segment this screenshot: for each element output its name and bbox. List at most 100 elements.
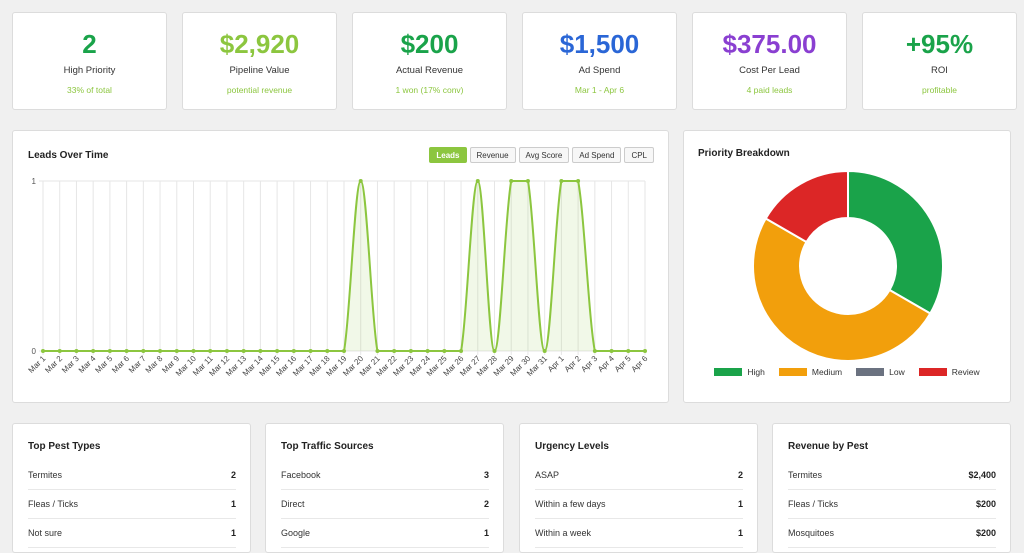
list-item-value: 2: [737, 470, 743, 480]
list-item-label: Direct: [281, 499, 305, 509]
x-tick-label: Mar 8: [144, 354, 165, 375]
list-item-value: 2: [230, 470, 236, 480]
leads-data-point: [275, 349, 280, 353]
leads-data-point: [191, 349, 196, 353]
priority-chart-title: Priority Breakdown: [698, 148, 790, 159]
list-item: Termites $2,400: [788, 461, 996, 490]
list-item: Direct 2: [281, 490, 489, 519]
list-item-label: Fleas / Ticks: [28, 499, 79, 509]
tab-revenue[interactable]: Revenue: [469, 147, 516, 163]
donut-slice-high: [847, 169, 944, 315]
list-item: Not sure 1: [28, 519, 236, 548]
kpi-label: Ad Spend: [578, 65, 621, 76]
metric-tabs: Leads Revenue Avg Score Ad Spend CPL: [429, 147, 654, 163]
legend-label: High: [747, 367, 765, 377]
kpi-value: +95%: [905, 29, 974, 59]
kpi-sub: profitable: [922, 85, 957, 95]
kpi-card-high-priority: 2 High Priority 33% of total: [12, 12, 167, 110]
kpi-card-pipeline-value: $2,920 Pipeline Value potential revenue: [182, 12, 337, 110]
leads-data-point: [509, 179, 514, 183]
x-tick-label: Mar 4: [77, 354, 98, 375]
y-tick-label: 1: [32, 177, 37, 186]
leads-data-point: [241, 349, 246, 353]
leads-over-time-card: 0 1 Mar 1 Mar 2 Mar 3 Mar 4 Mar 5 Mar 6 Mar 7 Mar…: [12, 130, 669, 403]
leads-data-point: [408, 349, 413, 353]
priority-breakdown-card: Priority Breakdown High Medium Low Revie…: [683, 130, 1011, 403]
kpi-sub: 4 paid leads: [746, 85, 793, 95]
list-item-value: 1: [230, 499, 236, 509]
x-tick-label: Mar 7: [127, 354, 148, 375]
kpi-value: 2: [82, 29, 97, 59]
leads-data-point: [41, 349, 45, 353]
legend-item-high[interactable]: High: [714, 367, 765, 377]
list-title: Revenue by Pest: [788, 441, 869, 452]
leads-data-point: [576, 179, 581, 183]
x-tick-label: Apr 5: [613, 354, 633, 374]
leads-data-point: [107, 349, 112, 353]
leads-data-point: [258, 349, 263, 353]
tab-ad-spend[interactable]: Ad Spend: [572, 147, 622, 163]
leads-data-point: [375, 349, 380, 353]
leads-data-point: [542, 349, 547, 353]
legend-item-review[interactable]: Review: [918, 367, 980, 377]
x-tick-label: Apr 1: [546, 354, 566, 374]
list-item-label: Termites: [788, 470, 823, 480]
list-item-value: $2,400: [968, 470, 996, 480]
list-item-value: 1: [737, 528, 743, 538]
legend-label: Low: [889, 367, 905, 377]
y-tick-label: 0: [32, 347, 37, 356]
leads-data-point: [224, 349, 229, 353]
kpi-card-cost-per-lead: $375.00 Cost Per Lead 4 paid leads: [692, 12, 847, 110]
top-traffic-sources-card: Top Traffic Sources Facebook 3 Direct 2 Go…: [265, 423, 504, 553]
kpi-value: $375.00: [722, 29, 817, 59]
list-item-value: 1: [737, 499, 743, 509]
list-item: Fleas / Ticks 1: [28, 490, 236, 519]
leads-data-point: [425, 349, 430, 353]
list-item: Mosquitoes $200: [788, 519, 996, 548]
x-tick-label: Mar 2: [43, 354, 64, 375]
kpi-label: ROI: [931, 65, 948, 76]
list-item-label: Within a week: [535, 528, 592, 538]
legend-item-medium[interactable]: Medium: [778, 367, 842, 377]
kpi-card-actual-revenue: $200 Actual Revenue 1 won (17% conv): [352, 12, 507, 110]
list-item: Within a week 1: [535, 519, 743, 548]
list-item-label: Facebook: [281, 470, 321, 480]
leads-data-point: [492, 349, 497, 353]
x-tick-label: Mar 3: [60, 354, 81, 375]
list-title: Top Traffic Sources: [281, 441, 374, 452]
list-item: Fleas / Ticks $200: [788, 490, 996, 519]
legend-swatch: [778, 368, 807, 376]
leads-data-point: [158, 349, 163, 353]
leads-data-point: [74, 349, 79, 353]
leads-data-point: [609, 349, 614, 353]
leads-data-point: [643, 349, 647, 353]
kpi-sub: potential revenue: [226, 85, 293, 95]
list-item-label: Fleas / Ticks: [788, 499, 839, 509]
x-tick-label: Apr 3: [579, 354, 599, 374]
x-tick-label: Apr 2: [563, 354, 583, 374]
leads-chart-title: Leads Over Time: [28, 150, 109, 161]
list-item: ASAP 2: [535, 461, 743, 490]
donut-slice-medium: [752, 217, 932, 362]
list-item-value: 1: [483, 528, 489, 538]
list-item-value: 1: [230, 528, 236, 538]
leads-data-point: [57, 349, 62, 353]
tab-cpl[interactable]: CPL: [624, 147, 654, 163]
leads-data-point: [358, 179, 363, 183]
leads-data-point: [525, 179, 530, 183]
list-title: Top Pest Types: [28, 441, 101, 452]
kpi-label: High Priority: [63, 65, 116, 76]
kpi-value: $2,920: [219, 29, 300, 59]
kpi-card-ad-spend: $1,500 Ad Spend Mar 1 - Apr 6: [522, 12, 677, 110]
x-tick-label: Mar 6: [110, 354, 131, 375]
kpi-card-roi: +95% ROI profitable: [862, 12, 1017, 110]
legend-item-low[interactable]: Low: [856, 367, 905, 377]
list-item-label: Within a few days: [535, 499, 606, 509]
tab-avg-score[interactable]: Avg Score: [518, 147, 570, 163]
tab-leads[interactable]: Leads: [429, 147, 467, 163]
kpi-value: $1,500: [559, 29, 640, 59]
list-rows: Facebook 3 Direct 2 Google 1: [281, 461, 489, 548]
leads-data-point: [291, 349, 296, 353]
list-item-label: ASAP: [535, 470, 560, 480]
